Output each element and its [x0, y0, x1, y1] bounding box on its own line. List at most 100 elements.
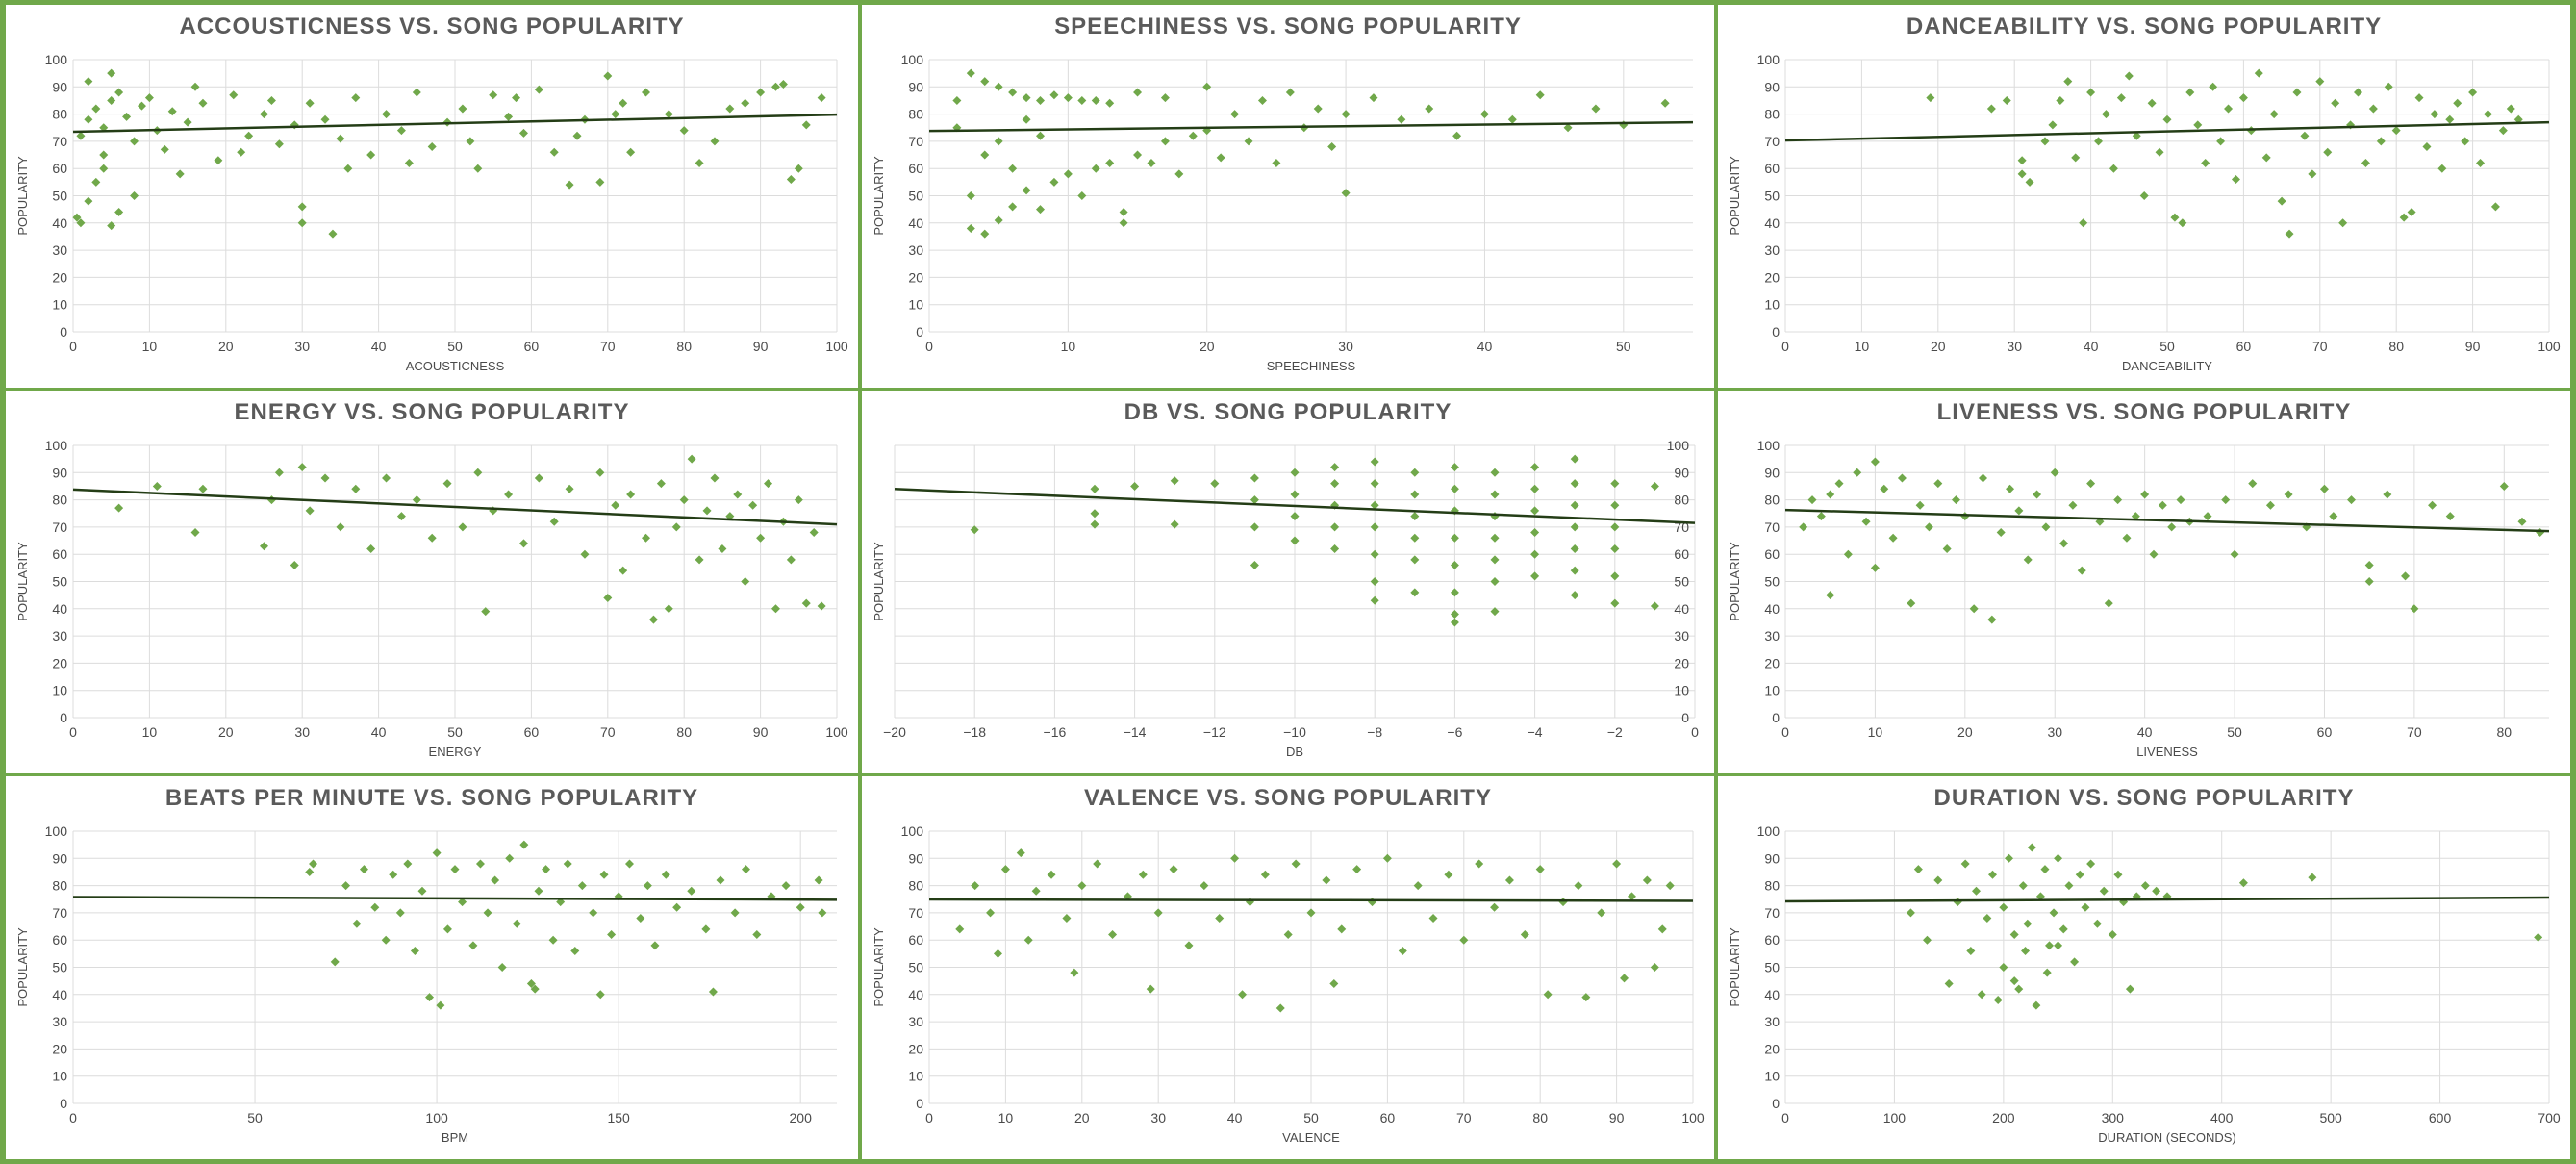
data-point	[1133, 88, 1143, 97]
y-tick-label: 100	[1757, 52, 1780, 67]
x-axis-label: DB	[1286, 745, 1303, 759]
data-point	[167, 107, 177, 116]
data-point	[1215, 914, 1225, 924]
data-point	[1330, 479, 1340, 489]
data-point	[505, 853, 515, 863]
data-point	[1610, 598, 1620, 608]
data-point	[1999, 902, 2008, 912]
data-point	[1090, 484, 1099, 493]
x-tick-label: 100	[825, 724, 848, 740]
data-point	[955, 924, 965, 934]
data-point	[107, 221, 116, 231]
x-tick-label: 150	[607, 1110, 630, 1126]
chart-title: DURATION VS. SONG POPULARITY	[1934, 785, 2355, 811]
data-point	[1153, 908, 1163, 918]
data-point	[526, 978, 536, 988]
data-point	[1077, 881, 1087, 891]
data-point	[427, 142, 437, 152]
data-point	[1244, 137, 1253, 146]
data-point	[2536, 528, 2545, 538]
data-point	[577, 881, 587, 891]
data-point	[801, 598, 811, 608]
x-tick-label: 40	[2137, 724, 2153, 740]
x-tick-label: −8	[1367, 724, 1382, 740]
data-point	[1370, 522, 1379, 532]
data-point	[1108, 930, 1118, 940]
data-point	[274, 139, 284, 149]
y-tick-label: 30	[1764, 242, 1780, 258]
y-tick-label: 10	[1764, 297, 1780, 313]
data-point	[2023, 919, 2033, 928]
data-point	[710, 137, 720, 146]
data-point	[563, 859, 572, 869]
data-point	[1807, 495, 1817, 505]
data-point	[1290, 468, 1300, 477]
data-point	[1341, 189, 1351, 198]
chart-title: ACCOUSTICNESS VS. SONG POPULARITY	[179, 13, 684, 39]
data-point	[382, 110, 391, 119]
data-point	[99, 164, 109, 173]
data-point	[542, 865, 551, 874]
data-point	[1250, 561, 1259, 570]
y-tick-label: 0	[1681, 710, 1689, 725]
data-point	[2383, 490, 2392, 499]
data-point	[2122, 533, 2132, 543]
data-point	[626, 147, 636, 157]
data-point	[1090, 519, 1099, 529]
data-point	[534, 473, 543, 483]
x-tick-label: 50	[247, 1110, 263, 1126]
data-point	[1843, 549, 1853, 559]
y-tick-label: 70	[908, 905, 923, 921]
data-point	[412, 88, 421, 97]
data-point	[1091, 95, 1100, 105]
data-point	[2201, 159, 2210, 168]
chart-title: VALENCE VS. SONG POPULARITY	[1084, 785, 1492, 811]
y-tick-label: 60	[52, 546, 67, 562]
data-point	[359, 865, 368, 874]
data-point	[2319, 484, 2329, 493]
data-point	[671, 522, 681, 532]
data-point	[2490, 202, 2500, 212]
y-tick-label: 20	[1764, 1041, 1780, 1056]
data-point	[382, 473, 391, 483]
data-point	[1023, 935, 1033, 945]
y-tick-label: 70	[52, 134, 67, 149]
x-tick-label: 400	[2210, 1110, 2234, 1126]
data-point	[76, 218, 86, 228]
data-point	[1558, 898, 1568, 907]
data-point	[2092, 919, 2102, 928]
y-tick-label: 80	[52, 878, 67, 894]
data-point	[1490, 555, 1500, 565]
data-point	[1290, 536, 1300, 545]
data-point	[2230, 549, 2239, 559]
y-tick-label: 80	[1674, 493, 1689, 508]
data-point	[2009, 976, 2019, 986]
data-point	[1906, 908, 1915, 918]
y-tick-label: 10	[52, 1069, 67, 1084]
data-point	[1330, 522, 1340, 532]
data-point	[473, 164, 483, 173]
data-point	[2277, 196, 2286, 206]
data-point	[1216, 153, 1225, 163]
data-point	[450, 865, 460, 874]
y-tick-label: 50	[908, 960, 923, 975]
data-point	[2109, 164, 2118, 173]
data-point	[611, 110, 620, 119]
x-tick-label: −14	[1124, 724, 1147, 740]
y-tick-label: 90	[1764, 850, 1780, 866]
data-point	[2437, 164, 2447, 173]
x-tick-label: 70	[600, 339, 616, 354]
data-point	[786, 555, 796, 565]
data-point	[1370, 479, 1379, 489]
data-point	[160, 144, 169, 154]
chart-panel-energy: ENERGY VS. SONG POPULARITY 0 10 20 30 40 50 60 7…	[6, 391, 858, 773]
data-point	[305, 98, 315, 108]
y-tick-label: 40	[52, 987, 67, 1002]
y-tick-label: 90	[908, 850, 923, 866]
data-point	[1996, 528, 2006, 538]
x-tick-label: 20	[218, 339, 234, 354]
data-point	[1853, 468, 1862, 477]
data-point	[1530, 528, 1540, 538]
data-point	[2033, 490, 2042, 499]
data-point	[2018, 881, 2028, 891]
